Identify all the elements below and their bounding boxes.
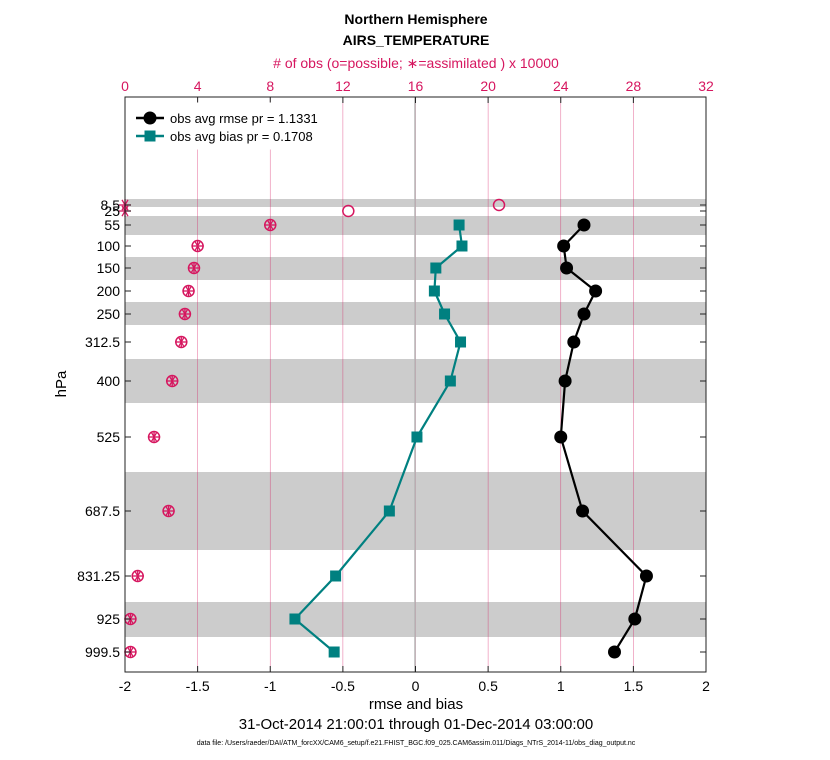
bias-point <box>289 613 301 625</box>
bias-point <box>455 336 467 348</box>
obs-assimilated-marker <box>187 262 200 274</box>
obs-assimilated-marker <box>166 375 179 387</box>
y-tick-label: 200 <box>97 283 121 299</box>
rmse-point <box>558 374 572 388</box>
top-tick-label: 8 <box>266 78 274 94</box>
axes: -2 -1.5 -1 -0.5 0 0.5 1 1.5 20 4 8 12 16 20 24 28 328.52… <box>77 78 714 694</box>
bias-point <box>330 570 342 582</box>
x-tick-label: 0.5 <box>478 678 498 694</box>
top-tick-label: 0 <box>121 78 129 94</box>
x-tick-label: 1 <box>557 678 565 694</box>
top-tick-label: 16 <box>408 78 424 94</box>
plot-area <box>119 198 653 659</box>
rmse-point <box>589 284 603 298</box>
bias-point <box>328 646 340 658</box>
obs-assimilated-marker <box>191 240 204 252</box>
obs-assimilated-marker <box>148 431 161 443</box>
legend-bias-marker <box>144 130 156 142</box>
legend-box <box>129 102 327 150</box>
bias-point <box>444 375 456 387</box>
chart-title: Northern Hemisphere <box>344 11 487 27</box>
legend-rmse-marker <box>143 111 157 125</box>
y-tick-label: 925 <box>97 611 121 627</box>
rmse-point <box>557 239 571 253</box>
x-tick-label: -0.5 <box>331 678 355 694</box>
rmse-point <box>554 430 568 444</box>
rmse-point <box>577 218 591 232</box>
x-tick-label: -2 <box>119 678 132 694</box>
legend: obs avg rmse pr = 1.1331 obs avg bias pr… <box>129 102 327 150</box>
bias-point <box>456 240 468 252</box>
rmse-point <box>576 504 590 518</box>
x-axis-label: rmse and bias <box>369 696 463 713</box>
y-tick-label: 150 <box>97 260 121 276</box>
y-tick-label: 312.5 <box>85 334 120 350</box>
obs-possible-marker <box>342 204 355 218</box>
y-tick-label: 525 <box>97 429 121 445</box>
obs-assimilated-marker <box>264 219 277 231</box>
x-tick-label: 1.5 <box>624 678 644 694</box>
rmse-point <box>567 335 581 349</box>
rmse-point <box>607 645 621 659</box>
y-tick-label: 25 <box>104 203 120 219</box>
top-tick-label: 24 <box>553 78 569 94</box>
y-tick-label: 400 <box>97 373 121 389</box>
y-tick-label: 8.5 <box>101 197 121 213</box>
y-tick-label: 687.5 <box>85 503 120 519</box>
bias-point <box>428 285 440 297</box>
y-tick-label: 55 <box>104 217 120 233</box>
x-tick-label: 2 <box>702 678 710 694</box>
legend-bias-label: obs avg bias pr = 0.1708 <box>170 129 313 144</box>
bias-point <box>383 505 395 517</box>
top-tick-label: 4 <box>194 78 202 94</box>
rmse-point <box>628 612 642 626</box>
bias-point <box>439 308 451 320</box>
top-tick-label: 28 <box>626 78 642 94</box>
y-tick-label: 999.5 <box>85 644 120 660</box>
obs-assimilated-marker <box>162 505 175 517</box>
rmse-point <box>577 307 591 321</box>
y-axis-label: hPa <box>53 370 70 397</box>
data-file-note: data file: /Users/raeder/DAI/ATM_forcXX/… <box>197 740 636 747</box>
x-tick-label: -1.5 <box>186 678 210 694</box>
obs-assimilated-marker <box>178 308 191 320</box>
x-tick-label: -1 <box>264 678 277 694</box>
legend-rmse-label: obs avg rmse pr = 1.1331 <box>170 111 318 126</box>
obs-assimilated-marker <box>182 285 195 297</box>
date-range: 31-Oct-2014 21:00:01 through 01-Dec-2014… <box>239 716 593 733</box>
obs-assimilated-marker <box>131 570 144 582</box>
chart-subtitle: AIRS_TEMPERATURE <box>343 32 490 48</box>
top-tick-label: 32 <box>698 78 714 94</box>
bias-point <box>411 431 423 443</box>
top-axis-label: # of obs (o=possible; ∗=assimilated ) x … <box>273 55 559 71</box>
y-tick-label: 831.25 <box>77 568 120 584</box>
top-tick-label: 12 <box>335 78 351 94</box>
bias-point <box>453 219 465 231</box>
y-tick-label: 100 <box>97 238 121 254</box>
top-tick-label: 20 <box>480 78 496 94</box>
rmse-point <box>560 261 574 275</box>
rmse-point <box>639 569 653 583</box>
y-tick-label: 250 <box>97 306 121 322</box>
obs-assimilated-marker <box>175 336 188 348</box>
x-tick-label: 0 <box>412 678 420 694</box>
obs-possible-marker <box>492 198 506 212</box>
bias-point <box>430 262 442 274</box>
